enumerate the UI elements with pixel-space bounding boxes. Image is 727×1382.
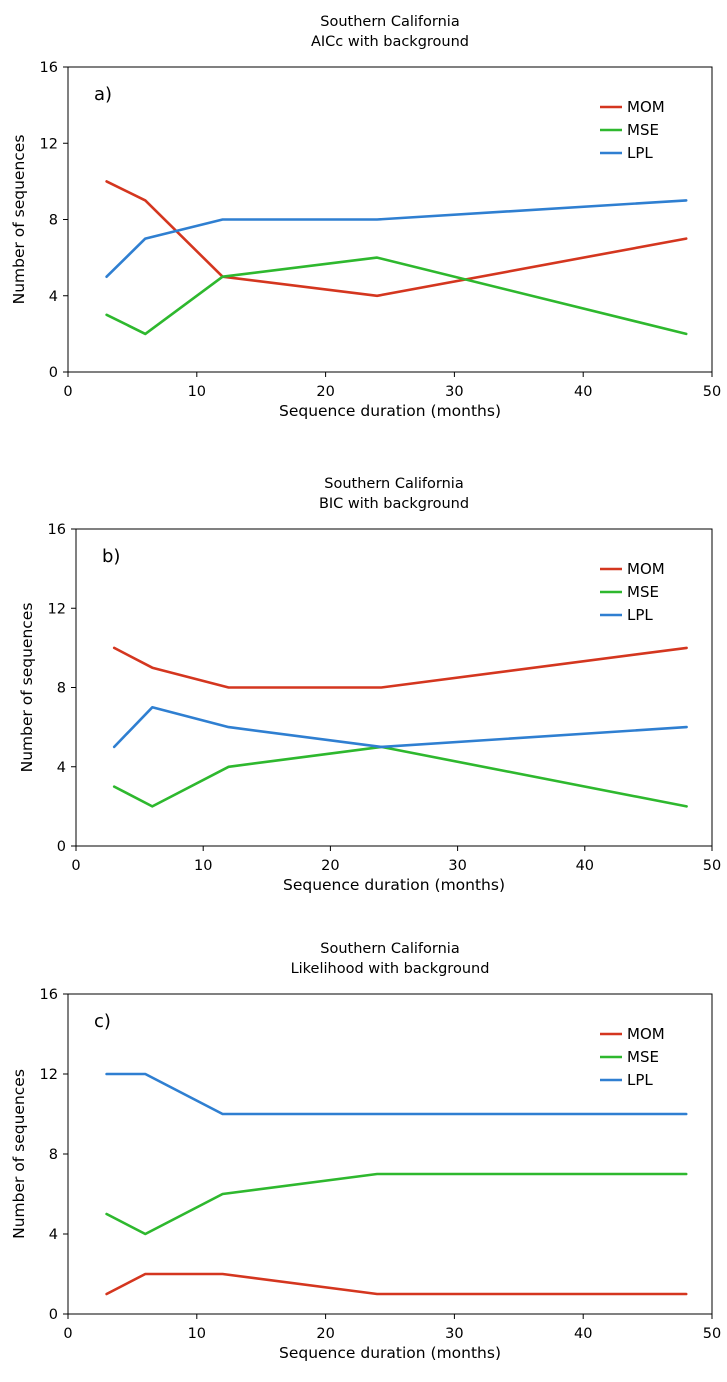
- legend-label-lpl: LPL: [627, 144, 653, 162]
- chart-title: Southern California: [320, 14, 459, 30]
- y-tick-label: 8: [49, 1147, 58, 1163]
- series-line-lpl: [112, 705, 688, 749]
- chart-subtitle: AICc with background: [311, 34, 469, 50]
- x-tick-label: 40: [576, 858, 594, 874]
- chart-subtitle: BIC with background: [319, 496, 469, 512]
- x-tick-label: 0: [63, 1326, 72, 1342]
- legend-label-mom: MOM: [627, 1025, 665, 1043]
- chart-title: Southern California: [320, 941, 459, 957]
- y-tick-label: 4: [49, 1227, 58, 1243]
- x-tick-label: 40: [574, 384, 592, 400]
- y-tick-label: 16: [48, 522, 66, 538]
- y-tick-label: 8: [57, 681, 66, 697]
- x-tick-label: 50: [703, 384, 721, 400]
- x-axis-label: Sequence duration (months): [279, 1344, 501, 1362]
- legend-label-lpl: LPL: [627, 1071, 653, 1089]
- legend-label-mse: MSE: [627, 121, 659, 139]
- chart-title: Southern California: [324, 476, 463, 492]
- x-tick-label: 20: [316, 384, 334, 400]
- x-axis-label: Sequence duration (months): [283, 876, 505, 894]
- x-tick-label: 50: [703, 1326, 721, 1342]
- x-tick-label: 50: [703, 858, 721, 874]
- x-tick-label: 20: [321, 858, 339, 874]
- x-tick-label: 30: [448, 858, 466, 874]
- x-tick-label: 20: [316, 1326, 334, 1342]
- series-line-mse: [105, 256, 688, 336]
- series-line-mse: [112, 745, 688, 808]
- series-line-lpl: [105, 199, 688, 279]
- y-tick-label: 0: [49, 365, 58, 381]
- x-tick-label: 40: [574, 1326, 592, 1342]
- series-line-mom: [112, 646, 688, 689]
- y-tick-label: 12: [48, 601, 66, 617]
- y-tick-label: 12: [40, 136, 58, 152]
- legend-label-mom: MOM: [627, 98, 665, 116]
- x-tick-label: 30: [445, 1326, 463, 1342]
- plot-frame: [75, 528, 713, 847]
- series-line-lpl: [105, 1072, 688, 1116]
- y-tick-label: 4: [57, 760, 66, 776]
- series-line-mse: [105, 1172, 688, 1236]
- y-axis-label: Number of sequences: [18, 603, 36, 773]
- y-tick-label: 0: [57, 839, 66, 855]
- panel-label: b): [102, 546, 120, 567]
- x-tick-label: 30: [445, 384, 463, 400]
- x-tick-label: 0: [63, 384, 72, 400]
- x-tick-label: 10: [194, 858, 212, 874]
- panel-label: c): [94, 1011, 111, 1032]
- legend-label-mse: MSE: [627, 583, 659, 601]
- y-tick-label: 16: [40, 987, 58, 1003]
- series-line-mom: [105, 1272, 688, 1296]
- legend-label-mom: MOM: [627, 560, 665, 578]
- x-tick-label: 10: [188, 1326, 206, 1342]
- chart-panel-3: Southern California Likelihood with backg…: [10, 941, 721, 1362]
- plot-frame: [67, 993, 713, 1315]
- legend-label-lpl: LPL: [627, 606, 653, 624]
- y-tick-label: 4: [49, 289, 58, 305]
- y-tick-label: 0: [49, 1307, 58, 1323]
- y-tick-label: 8: [49, 213, 58, 229]
- legend-label-mse: MSE: [627, 1048, 659, 1066]
- y-tick-label: 12: [40, 1067, 58, 1083]
- x-tick-label: 0: [71, 858, 80, 874]
- y-tick-label: 16: [40, 60, 58, 76]
- series-line-mom: [105, 180, 688, 298]
- y-axis-label: Number of sequences: [10, 1069, 28, 1239]
- y-axis-label: Number of sequences: [10, 135, 28, 305]
- chart-subtitle: Likelihood with background: [291, 961, 490, 977]
- panel-label: a): [94, 84, 112, 105]
- x-tick-label: 10: [188, 384, 206, 400]
- chart-panel-1: Southern California AICc with background 0…: [10, 14, 721, 420]
- x-axis-label: Sequence duration (months): [279, 402, 501, 420]
- chart-panel-2: Southern California BIC with background 0 1…: [18, 476, 721, 894]
